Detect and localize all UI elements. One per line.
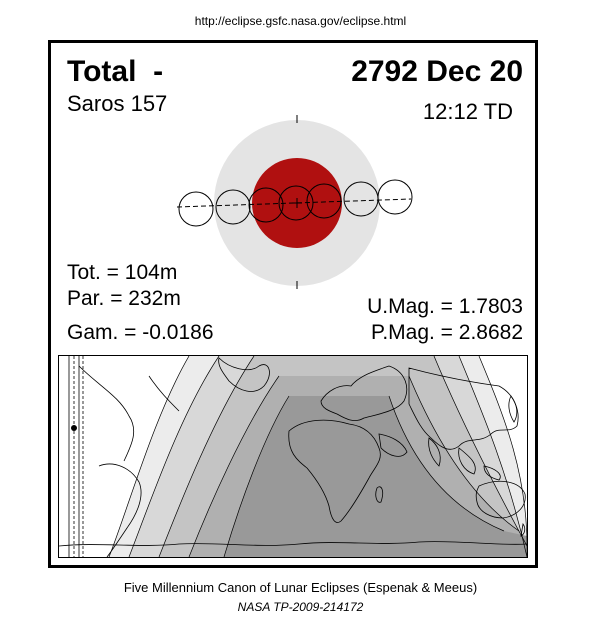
coast-africa <box>288 419 381 523</box>
gamma-value: Gam. = -0.0186 <box>67 321 214 344</box>
moon-position-u2 <box>278 185 314 221</box>
coast-japan <box>508 395 518 423</box>
moon-path <box>176 198 412 208</box>
coast-antarctica <box>59 541 527 547</box>
penumbral-magnitude: P.Mag. = 2.8682 <box>371 321 523 344</box>
coast-southeast-asia <box>458 447 501 481</box>
partial-duration: Par. = 232m <box>67 287 181 310</box>
coast-europe <box>320 365 408 421</box>
totality-duration: Tot. = 104m <box>67 261 178 284</box>
moon-position-u1 <box>248 187 284 223</box>
coast-asia <box>408 367 519 450</box>
visibility-map <box>58 355 528 558</box>
eclipse-type: Total - <box>67 55 164 88</box>
coast-arabia <box>378 433 408 457</box>
coast-australia <box>475 480 526 519</box>
eclipse-geometry-diagram <box>176 115 413 289</box>
eclipse-panel: Total - 2792 Dec 20 Saros 157 12:12 TD T… <box>48 40 538 568</box>
greatest-eclipse-sublunar-point <box>71 425 77 431</box>
coast-north-america-east <box>78 365 180 462</box>
moon-position-p1 <box>178 191 214 227</box>
canon-citation: Five Millennium Canon of Lunar Eclipses … <box>123 580 478 595</box>
visibility-map-graphic <box>59 356 527 557</box>
zone-totality <box>224 396 527 557</box>
moon-position-u3 <box>306 183 342 219</box>
publication-number: NASA TP-2009-214172 <box>237 600 364 614</box>
eclipse-time: 12:12 TD <box>422 99 513 124</box>
coast-greenland <box>218 357 270 392</box>
source-url[interactable]: http://eclipse.gsfc.nasa.gov/eclipse.htm… <box>194 14 407 28</box>
saros-number: Saros 157 <box>67 91 168 116</box>
umbral-magnitude: U.Mag. = 1.7803 <box>367 295 523 318</box>
moon-position-p4 <box>377 179 413 215</box>
coast-new-zealand <box>520 523 526 537</box>
eclipse-date: 2792 Dec 20 <box>351 55 523 88</box>
coast-madagascar <box>375 486 384 503</box>
coast-india <box>428 437 441 467</box>
moon-position-p2 <box>215 189 251 225</box>
